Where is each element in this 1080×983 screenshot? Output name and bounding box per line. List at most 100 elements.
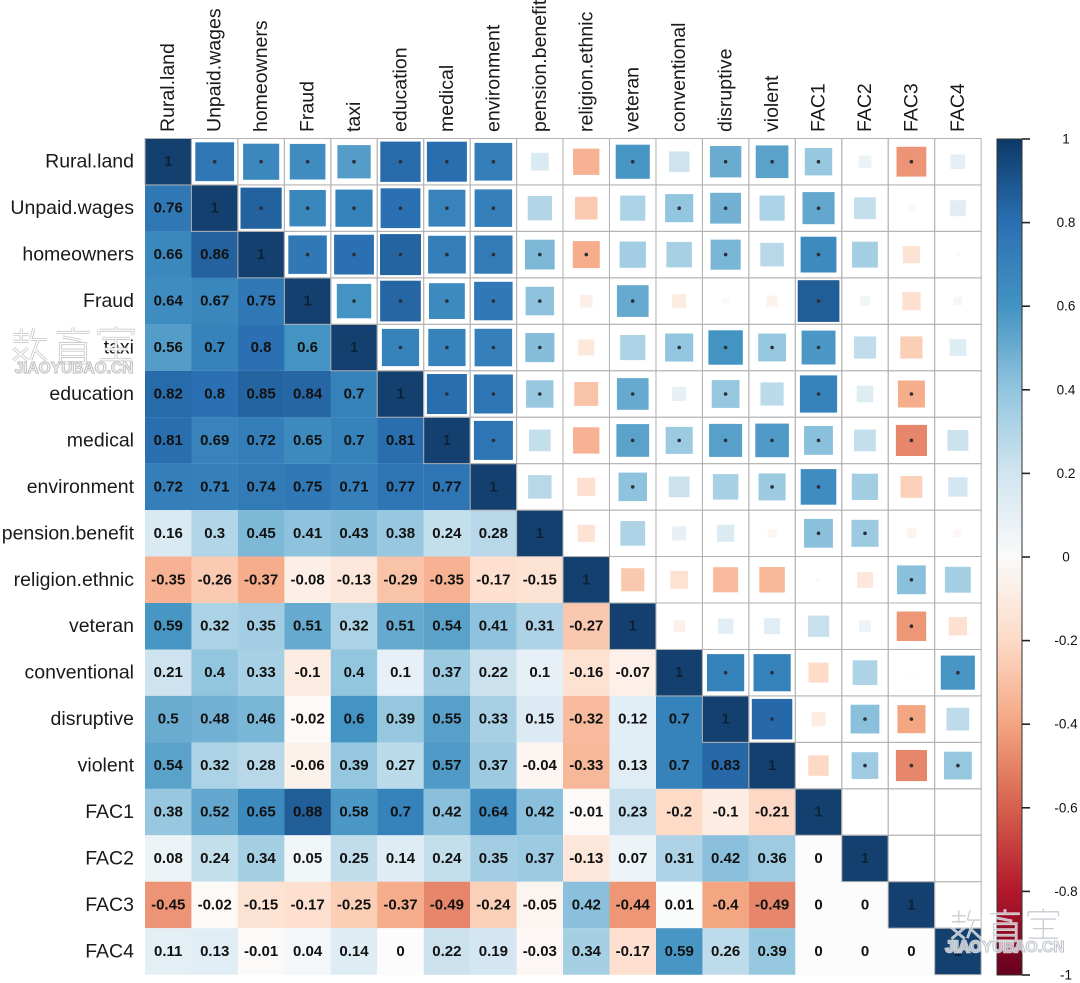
svg-text:0.72: 0.72 [154, 478, 183, 495]
svg-text:0.59: 0.59 [154, 618, 183, 635]
svg-text:0.01: 0.01 [665, 896, 694, 913]
svg-text:FAC1: FAC1 [85, 801, 134, 823]
svg-text:-0.01: -0.01 [244, 943, 278, 960]
svg-text:0.51: 0.51 [386, 618, 415, 635]
svg-text:0: 0 [814, 943, 822, 960]
svg-text:pension.benefit: pension.benefit [2, 522, 135, 544]
svg-text:1: 1 [443, 432, 451, 449]
svg-text:-0.32: -0.32 [569, 711, 603, 728]
svg-text:0.52: 0.52 [200, 804, 229, 821]
svg-text:Unpaid.wages: Unpaid.wages [10, 197, 134, 219]
svg-text:0.37: 0.37 [432, 664, 461, 681]
svg-text:violent: violent [78, 755, 135, 777]
svg-text:1: 1 [582, 571, 590, 588]
svg-text:-0.49: -0.49 [430, 896, 464, 913]
svg-text:0.24: 0.24 [432, 850, 462, 867]
svg-text:0.24: 0.24 [200, 850, 230, 867]
svg-text:-0.01: -0.01 [569, 804, 603, 821]
svg-text:1: 1 [861, 850, 869, 867]
svg-text:0.75: 0.75 [293, 478, 322, 495]
svg-text:0.65: 0.65 [246, 804, 275, 821]
svg-text:0.81: 0.81 [386, 432, 415, 449]
svg-text:0.8: 0.8 [204, 386, 225, 403]
svg-text:0.35: 0.35 [246, 618, 275, 635]
svg-text:0.67: 0.67 [200, 293, 229, 310]
svg-text:-1: -1 [1060, 968, 1072, 983]
svg-text:1: 1 [907, 896, 915, 913]
svg-text:0.41: 0.41 [293, 525, 322, 542]
svg-text:Fraud: Fraud [83, 290, 134, 312]
svg-text:0.75: 0.75 [246, 293, 275, 310]
svg-text:0.2: 0.2 [1057, 466, 1076, 481]
svg-text:0.64: 0.64 [154, 293, 184, 310]
svg-text:0.42: 0.42 [525, 804, 554, 821]
svg-text:JIAOYUBAO.CN: JIAOYUBAO.CN [946, 939, 1065, 956]
svg-text:-0.33: -0.33 [569, 757, 603, 774]
svg-text:0.39: 0.39 [386, 711, 415, 728]
svg-text:0.66: 0.66 [154, 246, 183, 263]
svg-text:0.43: 0.43 [339, 525, 368, 542]
svg-text:0.39: 0.39 [757, 943, 786, 960]
svg-text:disruptive: disruptive [51, 708, 134, 730]
svg-text:-0.16: -0.16 [569, 664, 603, 681]
svg-text:-0.24: -0.24 [476, 896, 511, 913]
svg-text:0.16: 0.16 [154, 525, 183, 542]
svg-text:0.4: 0.4 [204, 664, 226, 681]
svg-text:-0.27: -0.27 [569, 618, 603, 635]
svg-text:-0.4: -0.4 [713, 896, 740, 913]
svg-text:0.31: 0.31 [665, 850, 694, 867]
svg-text:0.34: 0.34 [572, 943, 602, 960]
svg-text:-0.35: -0.35 [430, 571, 464, 588]
svg-text:0.39: 0.39 [339, 757, 368, 774]
svg-text:0.48: 0.48 [200, 711, 229, 728]
svg-text:-0.17: -0.17 [290, 896, 324, 913]
svg-text:0.56: 0.56 [154, 339, 183, 356]
svg-text:1: 1 [954, 943, 962, 960]
svg-text:-0.15: -0.15 [244, 896, 278, 913]
svg-text:conventional: conventional [25, 662, 135, 684]
svg-text:0.83: 0.83 [711, 757, 740, 774]
svg-text:-0.05: -0.05 [523, 896, 557, 913]
svg-text:0.24: 0.24 [432, 525, 462, 542]
svg-text:-0.37: -0.37 [383, 896, 417, 913]
svg-text:0.71: 0.71 [339, 478, 368, 495]
svg-text:medical: medical [67, 429, 134, 451]
svg-text:veteran: veteran [69, 615, 134, 637]
svg-text:-0.6: -0.6 [1054, 800, 1077, 815]
svg-text:Fraud: Fraud [297, 81, 319, 132]
svg-text:0: 0 [814, 850, 822, 867]
svg-text:0.38: 0.38 [386, 525, 415, 542]
svg-text:0.76: 0.76 [154, 200, 183, 217]
svg-text:-0.06: -0.06 [290, 757, 324, 774]
svg-text:0.28: 0.28 [479, 525, 508, 542]
svg-text:-0.1: -0.1 [295, 664, 321, 681]
svg-text:FAC2: FAC2 [854, 83, 876, 132]
svg-text:FAC3: FAC3 [85, 894, 134, 916]
svg-text:0.42: 0.42 [432, 804, 461, 821]
svg-text:0.4: 0.4 [1057, 382, 1076, 397]
svg-text:1: 1 [164, 153, 172, 170]
svg-text:0.31: 0.31 [525, 618, 554, 635]
svg-text:Rural.land: Rural.land [157, 43, 179, 132]
svg-text:0.05: 0.05 [293, 850, 322, 867]
svg-text:-0.08: -0.08 [290, 571, 324, 588]
svg-text:0.71: 0.71 [200, 478, 229, 495]
svg-text:0.23: 0.23 [618, 804, 647, 821]
svg-text:1: 1 [303, 293, 311, 310]
svg-text:0.82: 0.82 [154, 386, 183, 403]
svg-text:-0.02: -0.02 [198, 896, 232, 913]
svg-text:0.74: 0.74 [246, 478, 276, 495]
svg-text:0.13: 0.13 [200, 943, 229, 960]
svg-text:-0.2: -0.2 [1054, 633, 1077, 648]
svg-text:-0.03: -0.03 [523, 943, 557, 960]
svg-text:0.84: 0.84 [293, 386, 323, 403]
svg-text:1: 1 [211, 200, 219, 217]
svg-text:-0.15: -0.15 [523, 571, 557, 588]
svg-text:0.7: 0.7 [344, 386, 365, 403]
svg-text:-0.2: -0.2 [666, 804, 692, 821]
svg-text:1: 1 [350, 339, 358, 356]
svg-text:0.77: 0.77 [432, 478, 461, 495]
svg-text:0.4: 0.4 [344, 664, 366, 681]
svg-text:0.25: 0.25 [339, 850, 368, 867]
svg-text:-0.17: -0.17 [476, 571, 510, 588]
